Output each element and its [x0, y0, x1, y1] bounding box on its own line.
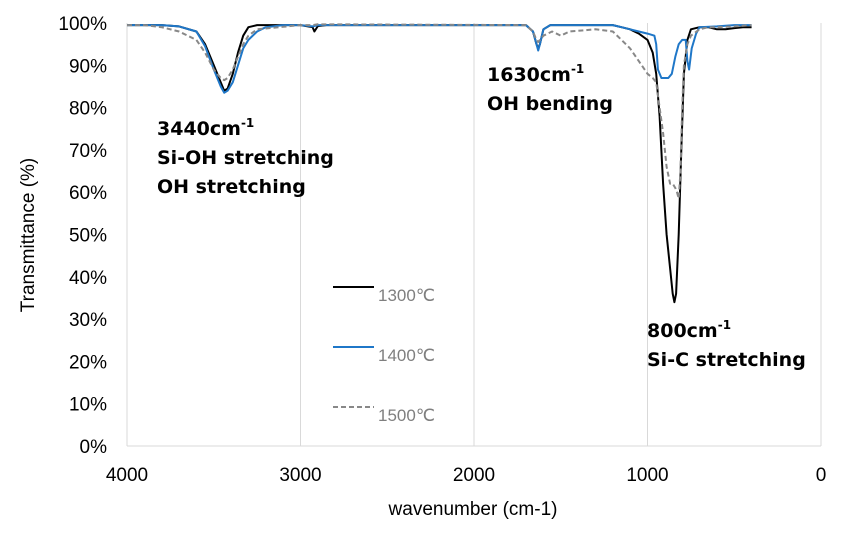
legend-label-1: 1300℃ — [378, 286, 435, 305]
annotation-line: Si-OH stretching — [157, 147, 334, 169]
y-tick-label: 60% — [69, 183, 107, 204]
y-axis-title: Transmittance (%) — [18, 158, 39, 313]
series-lines — [127, 23, 752, 304]
annotation-line: Si-C stretching — [647, 349, 806, 371]
y-tick-label: 50% — [69, 226, 107, 247]
gridlines — [300, 23, 648, 446]
y-tick-label: 20% — [69, 352, 107, 373]
y-tick-label: 30% — [69, 310, 107, 331]
legend: 1300℃ 1400℃ 1500℃ — [333, 286, 435, 425]
annotation-line: OH stretching — [157, 176, 306, 198]
x-axis-title: wavenumber (cm-1) — [388, 499, 558, 520]
annotation-line: 800cm-1 — [647, 318, 731, 342]
axes — [126, 23, 822, 447]
annotation-line: OH bending — [487, 93, 613, 115]
peak-annotations: 3440cm-1 Si-OH stretching OH stretching 163… — [157, 62, 806, 371]
series-line-2 — [127, 24, 752, 94]
x-tick-label: 0 — [816, 465, 827, 486]
x-tick-label: 1000 — [626, 465, 668, 486]
x-tick-label: 3000 — [279, 465, 321, 486]
y-tick-label: 0% — [80, 437, 108, 458]
annotation-line: 1630cm-1 — [487, 62, 584, 86]
legend-label-2: 1400℃ — [378, 346, 435, 365]
x-tick-label: 2000 — [453, 465, 495, 486]
y-tick-labels: 0% 10% 20% 30% 40% 50% 60% 70% 80% 90% 100% — [58, 14, 107, 458]
x-tick-labels: 4000 3000 2000 1000 0 — [106, 465, 826, 486]
y-tick-label: 100% — [58, 14, 107, 35]
annotation-2: 1630cm-1 OH bending — [487, 62, 613, 115]
annotation-3: 800cm-1 Si-C stretching — [647, 318, 806, 371]
annotation-line: 3440cm-1 — [157, 116, 254, 140]
y-tick-label: 70% — [69, 141, 107, 162]
y-tick-label: 90% — [69, 56, 107, 77]
annotation-1: 3440cm-1 Si-OH stretching OH stretching — [157, 116, 334, 198]
y-tick-label: 40% — [69, 268, 107, 289]
y-tick-label: 10% — [69, 395, 107, 416]
y-tick-label: 80% — [69, 99, 107, 120]
series-line-3 — [127, 23, 752, 200]
legend-label-3: 1500℃ — [378, 406, 435, 425]
x-tick-label: 4000 — [106, 465, 148, 486]
